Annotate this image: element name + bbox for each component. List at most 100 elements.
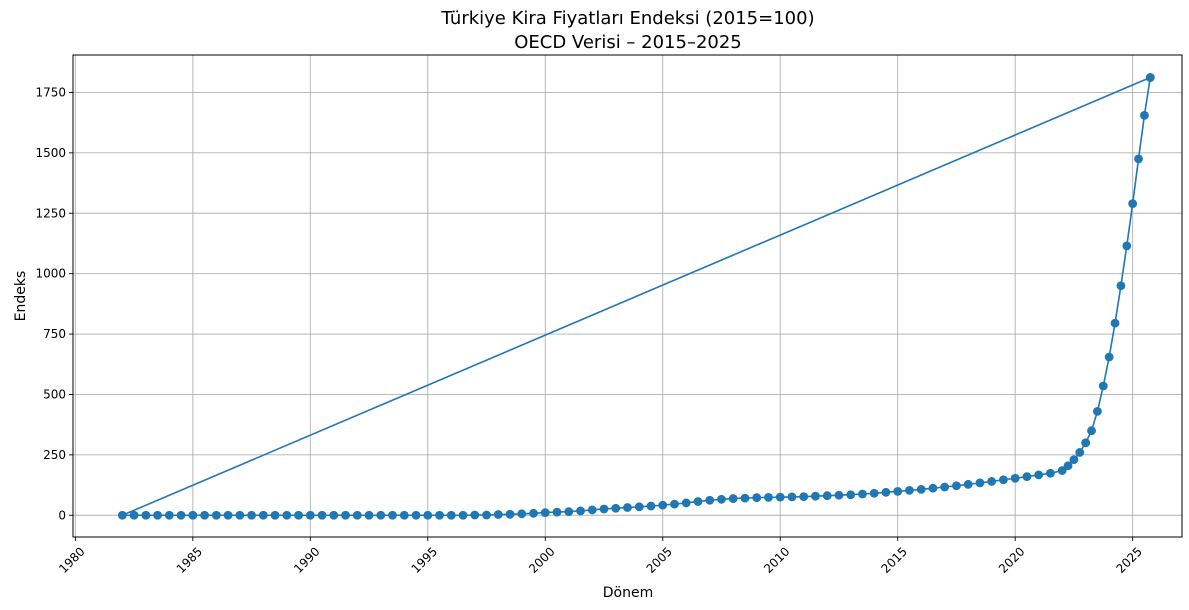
series-line bbox=[121, 76, 1152, 517]
y-tick-label: 1500 bbox=[35, 146, 66, 160]
data-point bbox=[341, 510, 350, 520]
data-point bbox=[1046, 468, 1055, 478]
data-point bbox=[611, 503, 621, 513]
data-point bbox=[270, 510, 280, 520]
data-point bbox=[482, 510, 491, 520]
chart-title-line-2: OECD Verisi – 2015–2025 bbox=[514, 32, 742, 53]
data-point bbox=[505, 509, 515, 519]
y-tick-label: 1750 bbox=[35, 85, 66, 99]
data-point bbox=[952, 481, 961, 491]
data-point bbox=[881, 487, 891, 497]
data-point bbox=[176, 510, 186, 520]
ticks: 1980 1985 1990 1995 2000 2005 2010 2015 2020 2025… bbox=[35, 85, 1145, 575]
data-point bbox=[1140, 111, 1149, 120]
chart-title-line-1: Türkiye Kira Fiyatları Endeksi (2015=100… bbox=[440, 8, 814, 29]
data-point bbox=[834, 490, 844, 500]
data-point bbox=[376, 510, 386, 520]
data-point bbox=[141, 510, 151, 520]
data-point bbox=[1110, 318, 1120, 328]
data-point bbox=[940, 482, 950, 492]
data-point bbox=[153, 510, 162, 520]
y-tick-label: 750 bbox=[43, 327, 66, 341]
data-point bbox=[423, 510, 433, 520]
data-point bbox=[752, 493, 762, 503]
data-point bbox=[799, 492, 809, 502]
data-point bbox=[282, 510, 292, 520]
x-tick-label: 1990 bbox=[291, 544, 322, 575]
data-point bbox=[775, 492, 785, 502]
data-point bbox=[1093, 406, 1102, 416]
data-point bbox=[1075, 448, 1085, 457]
data-point bbox=[670, 499, 679, 509]
data-point bbox=[399, 510, 409, 520]
data-point bbox=[822, 491, 832, 501]
data-point bbox=[646, 501, 656, 511]
data-point bbox=[1057, 466, 1067, 475]
y-tick-label: 1250 bbox=[35, 206, 66, 220]
y-tick-label: 0 bbox=[58, 508, 66, 522]
data-point bbox=[1134, 154, 1143, 164]
data-point bbox=[928, 483, 938, 493]
data-point bbox=[247, 510, 256, 520]
data-point bbox=[681, 498, 691, 508]
data-point bbox=[658, 500, 668, 510]
data-point bbox=[693, 497, 703, 506]
data-point bbox=[1087, 426, 1096, 436]
data-point bbox=[728, 494, 738, 503]
data-point bbox=[458, 510, 468, 520]
data-point bbox=[717, 494, 726, 504]
data-point bbox=[963, 479, 973, 489]
plot-frame bbox=[72, 54, 1183, 538]
data-point bbox=[587, 505, 597, 515]
data-point bbox=[388, 510, 397, 520]
data-point bbox=[258, 510, 268, 520]
data-point bbox=[200, 510, 209, 520]
data-point bbox=[235, 510, 245, 520]
x-tick-label: 2010 bbox=[761, 544, 792, 575]
data-point bbox=[364, 510, 374, 520]
data-point bbox=[294, 510, 303, 520]
data-point bbox=[975, 478, 985, 488]
data-point bbox=[599, 504, 609, 514]
y-tick-label: 500 bbox=[43, 387, 66, 401]
data-point bbox=[846, 490, 856, 500]
data-point bbox=[517, 509, 527, 519]
data-point bbox=[623, 503, 632, 512]
data-point bbox=[1098, 381, 1108, 391]
data-point bbox=[705, 495, 715, 505]
data-point bbox=[1063, 461, 1073, 471]
data-point bbox=[858, 489, 867, 499]
data-point bbox=[223, 510, 233, 520]
x-tick-label: 1995 bbox=[409, 544, 440, 575]
data-point bbox=[916, 485, 926, 494]
data-point bbox=[317, 510, 327, 520]
data-point bbox=[634, 502, 644, 512]
x-tick-label: 2005 bbox=[644, 544, 675, 575]
x-tick-label: 2000 bbox=[526, 544, 557, 575]
data-point bbox=[987, 477, 997, 486]
y-tick-label: 1000 bbox=[35, 267, 66, 281]
data-point bbox=[764, 492, 773, 502]
data-point bbox=[117, 510, 127, 520]
data-point bbox=[329, 510, 339, 520]
data-point bbox=[552, 507, 562, 517]
data-point bbox=[740, 493, 750, 503]
data-point bbox=[787, 492, 797, 502]
data-point bbox=[1022, 472, 1032, 481]
data-point bbox=[493, 510, 503, 519]
x-axis-label: Dönem bbox=[603, 585, 653, 601]
y-axis-label: Endeks bbox=[13, 271, 29, 322]
y-tick-label: 250 bbox=[43, 448, 66, 462]
data-point bbox=[411, 510, 421, 520]
data-point bbox=[869, 488, 879, 498]
data-point bbox=[1081, 438, 1091, 448]
data-point bbox=[1128, 199, 1138, 208]
data-point bbox=[435, 510, 444, 520]
data-point bbox=[540, 508, 550, 517]
data-point bbox=[352, 510, 362, 520]
data-point bbox=[529, 508, 538, 518]
data-point bbox=[1069, 455, 1079, 465]
data-point bbox=[211, 510, 221, 520]
data-point bbox=[1116, 281, 1126, 291]
